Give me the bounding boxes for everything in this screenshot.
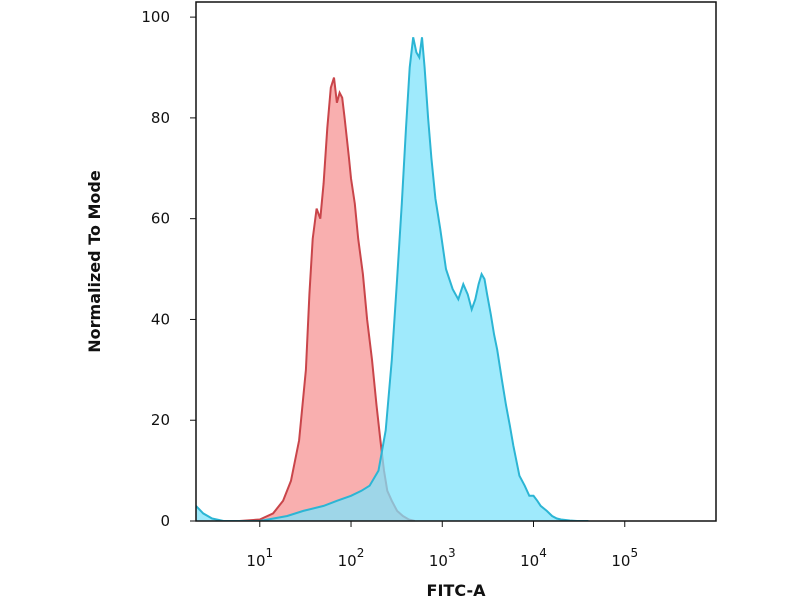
x-axis-title: FITC-A — [427, 581, 487, 600]
series-2-line — [196, 37, 589, 521]
x-axis: 101 102 103 104 105 — [246, 521, 638, 570]
x-tick-label: 104 — [520, 546, 547, 570]
series-2-area — [196, 37, 589, 521]
x-tick-label: 102 — [338, 546, 365, 570]
y-tick-label: 60 — [151, 210, 170, 228]
y-tick-label: 0 — [160, 512, 170, 530]
x-tick-label: 101 — [246, 546, 273, 570]
plot-frame — [195, 1, 717, 522]
y-tick-label: 40 — [151, 310, 170, 328]
series-layer — [196, 37, 589, 521]
y-axis: 0 20 40 60 80 100 — [141, 8, 196, 530]
y-axis-title: Normalized To Mode — [85, 170, 104, 353]
series-1-area — [239, 77, 415, 521]
x-tick-label: 105 — [611, 546, 638, 570]
y-tick-label: 100 — [141, 8, 170, 26]
y-tick-label: 80 — [151, 109, 170, 127]
y-tick-label: 20 — [151, 411, 170, 429]
x-tick-label: 103 — [429, 546, 456, 570]
